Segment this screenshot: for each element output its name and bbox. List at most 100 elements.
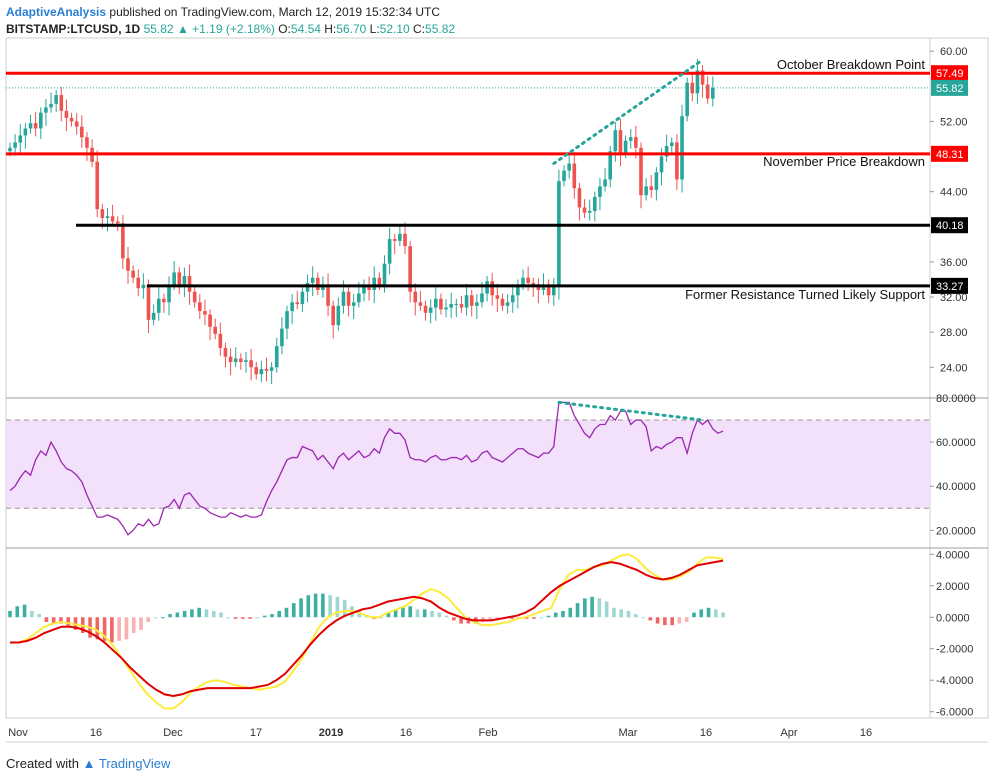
candle-body (428, 307, 433, 313)
candle-body (264, 369, 269, 371)
candle-body (187, 275, 192, 292)
author-name[interactable]: AdaptiveAnalysis (6, 5, 107, 19)
x-tick-label: Nov (8, 727, 28, 739)
macd-histogram-bar (241, 617, 245, 619)
candle-body (203, 311, 207, 315)
symbol-bar: BITSTAMP:LTCUSD, 1D 55.82 ▲ +1.19 (+2.18… (6, 21, 455, 37)
candle-body (351, 302, 356, 306)
candle-body (654, 172, 659, 190)
candle-body (577, 188, 582, 208)
rsi-tick-label: 40.0000 (936, 481, 976, 493)
macd-histogram-bar (524, 617, 529, 619)
candle-body (233, 358, 238, 362)
macd-histogram-bar (51, 617, 56, 624)
macd-histogram-bar (44, 617, 49, 622)
candle-body (300, 291, 305, 305)
candle-body (695, 70, 700, 94)
candle-body (603, 179, 607, 187)
candle-body (218, 333, 223, 348)
macd-histogram-bar (313, 593, 318, 618)
candle-body (223, 347, 228, 357)
last-price: 55.82 (143, 22, 174, 36)
macd-histogram-bar (357, 610, 362, 618)
macd-histogram-bar (153, 617, 158, 619)
macd-tick-label: -2.0000 (936, 644, 973, 656)
candle-body (274, 346, 279, 368)
candle-body (398, 233, 402, 241)
candle-body (444, 307, 448, 310)
candle-body (669, 142, 674, 146)
macd-histogram-bar (539, 617, 543, 619)
rsi-line (9, 401, 724, 536)
high-label: H: (324, 22, 337, 36)
level-price-label: 33.27 (936, 281, 964, 293)
macd-histogram-bar (110, 617, 114, 643)
macd-histogram-bar (15, 606, 20, 618)
macd-histogram-bar (648, 617, 653, 621)
candle-body (316, 277, 320, 290)
candle-body (495, 295, 500, 299)
candle-body (382, 263, 387, 285)
macd-histogram-bar (342, 599, 347, 618)
footer: Created with ▲ TradingView (6, 756, 170, 771)
candle-body (336, 305, 341, 326)
macd-histogram-bar (408, 606, 412, 618)
candle-body (38, 112, 43, 129)
macd-histogram-bar (575, 603, 580, 618)
candle-body (567, 163, 571, 171)
candle-body (690, 82, 695, 94)
candle-body (8, 147, 12, 152)
open-value: 54.54 (290, 22, 321, 36)
level-price-tag (931, 65, 968, 82)
candle-body (551, 286, 556, 296)
tradingview-brand[interactable]: TradingView (98, 756, 171, 771)
macd-histogram-bar (583, 598, 587, 618)
macd-histogram-bar (190, 609, 194, 618)
candle-body (192, 291, 197, 303)
macd-histogram-bar (677, 617, 682, 624)
macd-histogram-bar (699, 609, 704, 618)
candle-body (33, 123, 38, 129)
x-tick-label: 16 (90, 727, 102, 739)
candle-body (100, 209, 105, 218)
y-tick-label: 44.00 (940, 187, 968, 199)
candle-body (346, 291, 351, 306)
x-tick-label: 2019 (319, 727, 343, 739)
candle-body (403, 233, 407, 247)
candle-body (700, 70, 705, 85)
candle-body (269, 367, 274, 371)
candle-body (680, 116, 684, 180)
macd-histogram-bar (706, 607, 711, 618)
y-tick-label: 24.00 (940, 362, 968, 374)
candle-body (623, 140, 628, 154)
candle-body (326, 284, 330, 306)
candle-body (439, 298, 443, 310)
x-tick-label: Apr (780, 727, 797, 739)
candle-body (413, 291, 418, 303)
candle-body (172, 272, 176, 285)
publish-info: published on TradingView.com, March 12, … (109, 5, 441, 19)
macd-histogram-bar (452, 617, 456, 621)
candle-body (659, 156, 664, 173)
candle-body (167, 284, 171, 303)
candle-body (228, 356, 233, 362)
candle-body (464, 295, 469, 308)
y-tick-label: 60.00 (940, 46, 968, 58)
candle-body (587, 210, 592, 213)
candle-body (372, 277, 377, 290)
candle-body (639, 147, 643, 196)
macd-histogram-bar (299, 598, 303, 618)
macd-histogram-bar (532, 617, 536, 619)
macd-histogram-bar (66, 617, 71, 627)
macd-histogram-bar (139, 617, 143, 630)
candle-body (664, 146, 669, 157)
candle-body (59, 95, 64, 111)
candle-body (85, 137, 89, 148)
macd-histogram-bar (117, 617, 121, 641)
macd-histogram-bar (495, 617, 500, 619)
macd-histogram-bar (422, 609, 427, 618)
candle-body (182, 275, 187, 287)
candle-body (156, 298, 161, 313)
tradingview-logo-icon: ▲ (82, 756, 96, 771)
